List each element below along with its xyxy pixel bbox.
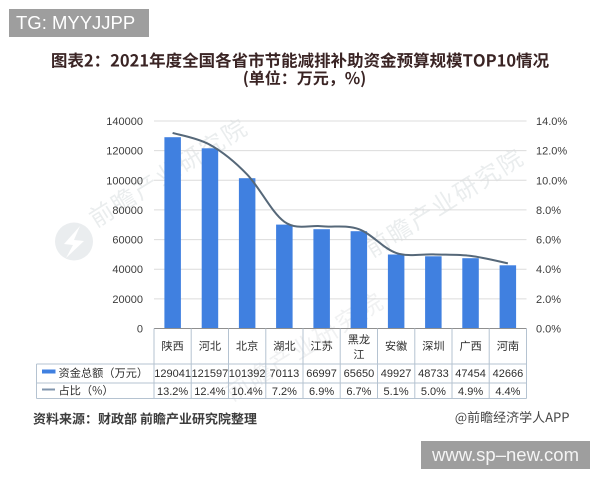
svg-text:10.4%: 10.4% [231,386,262,398]
svg-text:66997: 66997 [306,368,337,380]
svg-text:6.9%: 6.9% [309,386,334,398]
svg-text:5.1%: 5.1% [384,386,409,398]
svg-text:40000: 40000 [112,264,143,276]
svg-text:4.9%: 4.9% [458,386,483,398]
svg-text:70113: 70113 [270,368,300,380]
svg-text:12.4%: 12.4% [194,386,225,398]
svg-text:42666: 42666 [493,368,524,380]
svg-text:8.0%: 8.0% [536,205,561,217]
svg-text:80000: 80000 [112,205,143,217]
svg-text:47454: 47454 [455,368,486,380]
svg-text:10.0%: 10.0% [536,175,567,187]
svg-text:65650: 65650 [344,368,375,380]
svg-text:12.0%: 12.0% [536,146,567,158]
svg-text:100000: 100000 [106,175,143,187]
svg-text:4.4%: 4.4% [495,386,520,398]
svg-text:14.0%: 14.0% [536,116,567,128]
svg-text:6.7%: 6.7% [346,386,371,398]
svg-text:4.0%: 4.0% [536,264,561,276]
svg-text:121597: 121597 [192,368,229,380]
svg-text:5.0%: 5.0% [421,386,446,398]
svg-text:0: 0 [137,324,143,336]
svg-text:101392: 101392 [229,368,266,380]
svg-text:7.2%: 7.2% [272,386,297,398]
svg-text:13.2%: 13.2% [157,386,188,398]
svg-text:48733: 48733 [418,368,449,380]
svg-text:20000: 20000 [112,294,143,306]
svg-text:60000: 60000 [112,235,143,247]
svg-text:49927: 49927 [381,368,412,380]
svg-text:0.0%: 0.0% [536,324,561,336]
svg-text:129041: 129041 [154,368,191,380]
svg-text:2.0%: 2.0% [536,294,561,306]
svg-text:120000: 120000 [106,146,143,158]
svg-text:6.0%: 6.0% [536,235,561,247]
svg-text:140000: 140000 [106,116,143,128]
